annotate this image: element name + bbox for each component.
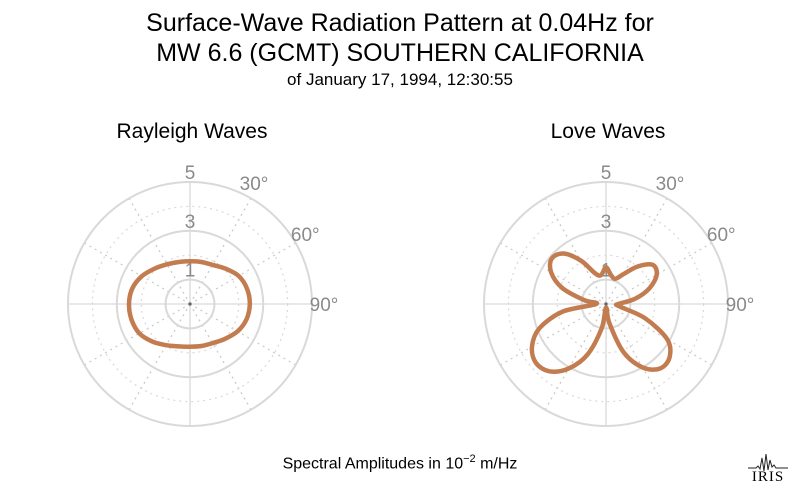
rayleigh-grid-circle-5 [67, 181, 313, 427]
rayleigh-radial-tick-5: 5 [185, 163, 196, 184]
rayleigh-spoke-330 [128, 198, 191, 305]
rayleigh-angle-tick-90: 90° [310, 295, 339, 316]
rayleigh-grid-circle-2 [140, 254, 240, 354]
rayleigh-grid-circle-3 [115, 229, 265, 379]
rayleigh-radial-tick-3: 3 [185, 212, 196, 233]
rayleigh-panel-title: Rayleigh Waves [116, 120, 268, 143]
love-angle-tick-30: 30° [656, 174, 685, 195]
love-center-dot [604, 302, 608, 306]
rayleigh-spoke-210 [128, 303, 191, 410]
love-angle-tick-90: 90° [726, 295, 755, 316]
title-line-1: Surface-Wave Radiation Pattern at 0.04Hz… [146, 9, 654, 37]
love-grid-circle-5 [483, 181, 729, 427]
rayleigh-angle-tick-30: 30° [240, 174, 269, 195]
love-radial-tick-1: 1 [601, 261, 612, 282]
rayleigh-grid-circle-4 [91, 205, 289, 403]
logo-text: IRIS [751, 469, 785, 485]
love-radial-tick-5: 5 [601, 163, 612, 184]
love-spoke-150 [605, 303, 668, 410]
figure-title: Surface-Wave Radiation Pattern at 0.04Hz… [0, 8, 800, 91]
love-spoke-240 [500, 303, 607, 366]
caption-text: Spectral Amplitudes in [282, 455, 446, 473]
rayleigh-spoke-300 [84, 242, 191, 305]
love-spoke-330 [544, 198, 607, 305]
love-grid-circle-1 [580, 278, 632, 330]
love-spoke-120 [605, 303, 712, 366]
caption-exponent: −2 [463, 453, 476, 465]
love-grid-circle-2 [556, 254, 656, 354]
love-angle-tick-60: 60° [707, 225, 736, 246]
figure-subtitle: of January 17, 1994, 12:30:55 [287, 70, 513, 89]
love-panel-title: Love Waves [550, 120, 666, 143]
rayleigh-spoke-120 [189, 303, 296, 366]
love-radiation-curve [529, 251, 673, 374]
amplitude-units-caption: Spectral Amplitudes in 10−2 m/Hz [0, 453, 800, 473]
caption-base: 10 [445, 455, 464, 473]
rayleigh-spoke-240 [84, 303, 191, 366]
rayleigh-radial-tick-1: 1 [185, 261, 196, 282]
love-radial-tick-3: 3 [601, 212, 612, 233]
iris-logo: IRIS [748, 452, 788, 486]
rayleigh-radiation-curve [126, 259, 253, 349]
rayleigh-angle-tick-60: 60° [291, 225, 320, 246]
rayleigh-grid-circle-1 [164, 278, 216, 330]
love-grid-circle-4 [507, 205, 705, 403]
love-spoke-30 [605, 198, 668, 305]
love-spoke-210 [544, 303, 607, 410]
rayleigh-spoke-60 [189, 242, 296, 305]
title-line-2: MW 6.6 (GCMT) SOUTHERN CALIFORNIA [156, 39, 644, 67]
love-grid-circle-3 [531, 229, 681, 379]
rayleigh-center-dot [188, 302, 192, 306]
rayleigh-spoke-30 [189, 198, 252, 305]
rayleigh-spoke-150 [189, 303, 252, 410]
seismogram-icon [748, 453, 788, 472]
caption-units: m/Hz [475, 455, 518, 473]
